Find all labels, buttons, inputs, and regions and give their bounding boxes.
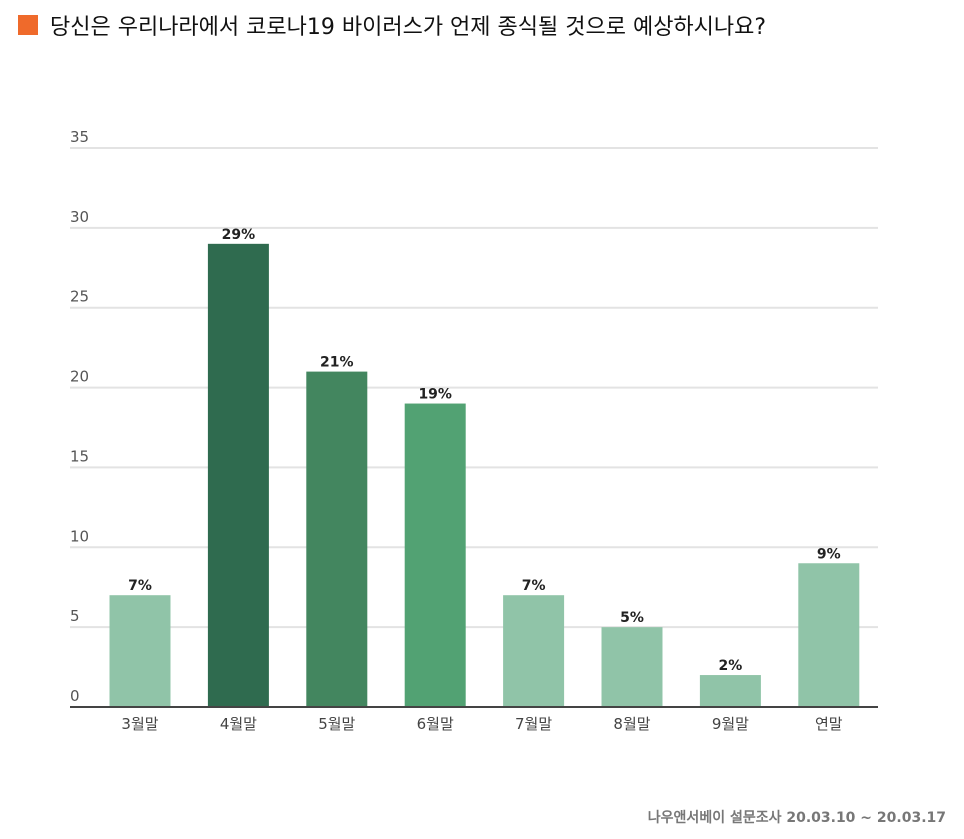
data-label: 7%: [522, 578, 546, 594]
data-labels: 7% 29% 21% 19% 7% 5% 2% 9%: [128, 227, 841, 674]
bars: [109, 243, 860, 708]
y-tick-label: 30: [70, 208, 89, 226]
title-row: 당신은 우리나라에서 코로나19 바이러스가 언제 종식될 것으로 예상하시나요…: [18, 8, 766, 42]
y-tick-label: 35: [70, 128, 89, 146]
data-label: 7%: [128, 578, 152, 594]
bar: [207, 243, 269, 708]
gridlines: [70, 147, 878, 629]
chart-title: 당신은 우리나라에서 코로나19 바이러스가 언제 종식될 것으로 예상하시나요…: [50, 15, 767, 40]
x-category-label: 연말: [815, 715, 843, 733]
y-tick-label: 25: [70, 288, 89, 306]
bar: [306, 371, 368, 707]
y-axis-ticks: 0 5 10 15 20 25 30 35: [70, 128, 89, 705]
bar: [699, 675, 761, 707]
y-tick-label: 10: [70, 527, 89, 545]
x-category-label: 7월말: [515, 715, 552, 733]
data-label: 2%: [719, 658, 743, 674]
data-label: 29%: [222, 227, 256, 243]
x-category-label: 3월말: [121, 715, 158, 733]
x-category-label: 4월말: [220, 715, 257, 733]
y-tick-label: 0: [70, 687, 80, 705]
bar: [109, 595, 171, 707]
y-tick-label: 15: [70, 447, 89, 465]
bar: [798, 563, 860, 707]
bar: [404, 403, 466, 707]
x-category-label: 5월말: [318, 715, 355, 733]
data-label: 9%: [817, 546, 841, 562]
bar: [503, 595, 565, 707]
x-category-label: 6월말: [417, 715, 454, 733]
bar-chart: 0 5 10 15 20 25 30 35 7% 29% 21% 19% 7% 5% 2% 9% 3월말 4월…: [70, 128, 878, 733]
x-category-label: 8월말: [613, 715, 650, 733]
source-note: 나우앤서베이 설문조사 20.03.10 ~ 20.03.17: [647, 810, 946, 826]
x-axis-categories: 3월말 4월말 5월말 6월말 7월말 8월말 9월말 연말: [121, 715, 842, 733]
x-category-label: 9월말: [712, 715, 749, 733]
y-tick-label: 20: [70, 368, 89, 386]
bar: [601, 627, 663, 707]
data-label: 5%: [620, 610, 644, 626]
data-label: 19%: [418, 387, 452, 403]
data-label: 21%: [320, 355, 354, 371]
y-tick-label: 5: [70, 607, 80, 625]
title-marker-square: [18, 15, 38, 35]
